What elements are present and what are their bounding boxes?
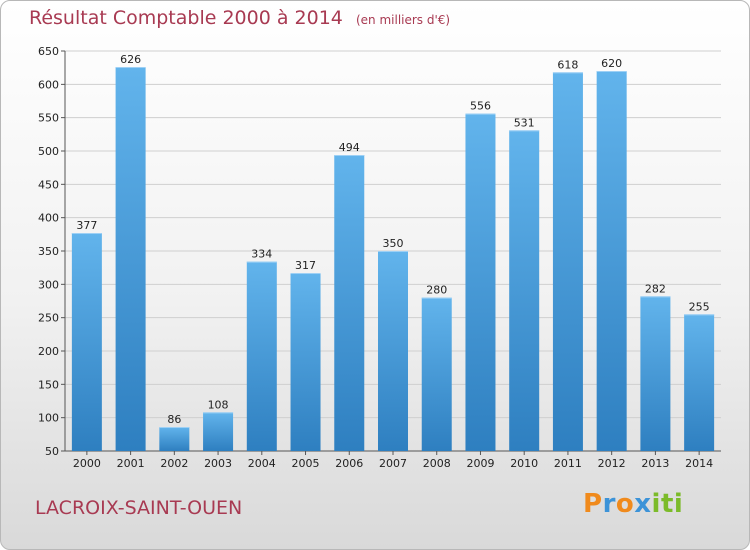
bar-2003 (203, 412, 234, 451)
y-tick-label: 450 (38, 178, 59, 191)
x-tick-label-2000: 2000 (73, 457, 101, 470)
data-label-2008: 280 (426, 284, 447, 297)
bar-2009 (465, 113, 496, 452)
x-tick-label-2005: 2005 (292, 457, 320, 470)
x-tick-label-2011: 2011 (554, 457, 582, 470)
x-tick-label-2012: 2012 (598, 457, 626, 470)
x-tick-label-2014: 2014 (685, 457, 713, 470)
y-tick-label: 250 (38, 312, 59, 325)
data-label-2010: 531 (514, 116, 535, 129)
x-tick-label-2001: 2001 (117, 457, 145, 470)
data-label-2014: 255 (689, 300, 710, 313)
data-label-2003: 108 (208, 398, 229, 411)
logo-letter: i (673, 489, 684, 519)
bar-2002 (159, 427, 190, 451)
x-tick-label-2002: 2002 (160, 457, 188, 470)
y-tick-label: 100 (38, 412, 59, 425)
x-tick-label-2007: 2007 (379, 457, 407, 470)
proxiti-logo: Proxiti (583, 489, 683, 519)
x-tick-label-2009: 2009 (466, 457, 494, 470)
logo-letter: r (602, 489, 616, 519)
data-label-2005: 317 (295, 259, 316, 272)
logo-letter: o (615, 489, 635, 519)
chart-title-text: Résultat Comptable 2000 à 2014 (29, 7, 343, 29)
x-tick-label-2010: 2010 (510, 457, 538, 470)
bar-2014 (684, 314, 715, 451)
chart-subtitle: (en milliers d'€) (355, 13, 451, 27)
y-tick-label: 400 (38, 212, 59, 225)
data-label-2000: 377 (76, 219, 97, 232)
y-tick-label: 650 (38, 45, 59, 58)
logo-letter: P (583, 489, 603, 519)
x-tick-label-2003: 2003 (204, 457, 232, 470)
bars (71, 67, 715, 452)
data-label-2013: 282 (645, 282, 666, 295)
y-tick-label: 200 (38, 345, 59, 358)
bar-2010 (509, 130, 540, 452)
y-tick-label: 300 (38, 278, 59, 291)
data-label-2009: 556 (470, 100, 491, 113)
bar-2004 (246, 261, 277, 451)
bar-2008 (421, 297, 452, 451)
y-tick-label: 600 (38, 78, 59, 91)
data-labels: 377 626 86 108 334 317 494 350 280 556 531 618 620 28… (76, 53, 709, 426)
city-name: LACROIX-SAINT-OUEN (35, 497, 243, 519)
y-tick-label: 50 (45, 445, 59, 458)
logo-letter: x (634, 489, 652, 519)
chart-title: Résultat Comptable 2000 à 2014 (en milli… (29, 7, 450, 29)
logo-letter: i (651, 489, 661, 519)
x-tick-label-2006: 2006 (335, 457, 363, 470)
y-tick-label: 500 (38, 145, 59, 158)
data-label-2007: 350 (383, 237, 404, 250)
bar-2013 (640, 296, 671, 451)
bar-2007 (378, 251, 408, 451)
bar-2012 (596, 71, 627, 451)
x-tick-label-2004: 2004 (248, 457, 276, 470)
y-tick-label: 550 (38, 112, 59, 125)
logo-letter: t (660, 489, 674, 519)
x-tick-label-2008: 2008 (423, 457, 451, 470)
data-label-2012: 620 (601, 57, 622, 70)
bar-2000 (71, 233, 102, 451)
y-tick-label: 350 (38, 245, 59, 258)
x-tick-label-2013: 2013 (641, 457, 669, 470)
tick-labels: 50 100 150 200 250 300 350 400 450 500 550 600 650 20… (38, 45, 713, 470)
data-label-2001: 626 (120, 53, 141, 66)
bar-2001 (115, 67, 146, 451)
y-tick-label: 150 (38, 378, 59, 391)
data-label-2011: 618 (557, 58, 578, 71)
bar-2011 (552, 72, 583, 451)
data-label-2006: 494 (339, 141, 360, 154)
data-label-2004: 334 (251, 248, 272, 261)
bar-2006 (334, 155, 365, 451)
bar-2005 (290, 273, 321, 451)
data-label-2002: 86 (167, 413, 181, 426)
